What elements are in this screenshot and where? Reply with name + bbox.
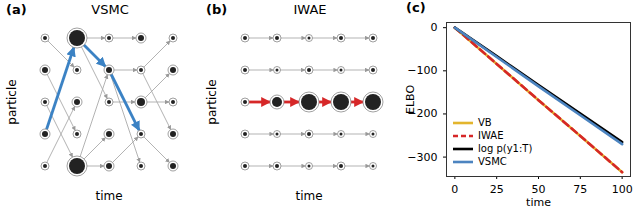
svg-text:time: time (295, 189, 322, 203)
html-text:VB: VB (478, 117, 492, 128)
svg-text:IWAE: IWAE (293, 2, 326, 17)
svg-text:(a): (a) (6, 2, 27, 17)
svg-text:100: 100 (612, 183, 633, 196)
svg-text:0: 0 (431, 21, 438, 34)
svg-text:time: time (95, 189, 122, 203)
svg-text:time: time (526, 196, 551, 208)
html-text:log p(y1:T): log p(y1:T) (478, 143, 533, 154)
svg-text:75: 75 (573, 183, 587, 196)
svg-text:particle: particle (205, 79, 219, 124)
svg-text:50: 50 (532, 183, 546, 196)
svg-text:−200: −200 (407, 107, 438, 121)
svg-text:VSMC: VSMC (91, 2, 128, 17)
svg-text:25: 25 (490, 183, 504, 196)
svg-text:particle: particle (5, 79, 19, 124)
html-text:IWAE: IWAE (478, 130, 504, 141)
svg-text:ELBO: ELBO (404, 85, 417, 114)
html-text:(c): (c) (406, 0, 426, 15)
svg-text:(b): (b) (206, 2, 227, 17)
html-text:VSMC: VSMC (478, 156, 507, 167)
svg-text:0: 0 (451, 183, 458, 196)
svg-text:−100: −100 (407, 64, 437, 77)
svg-text:−300: −300 (407, 151, 437, 164)
